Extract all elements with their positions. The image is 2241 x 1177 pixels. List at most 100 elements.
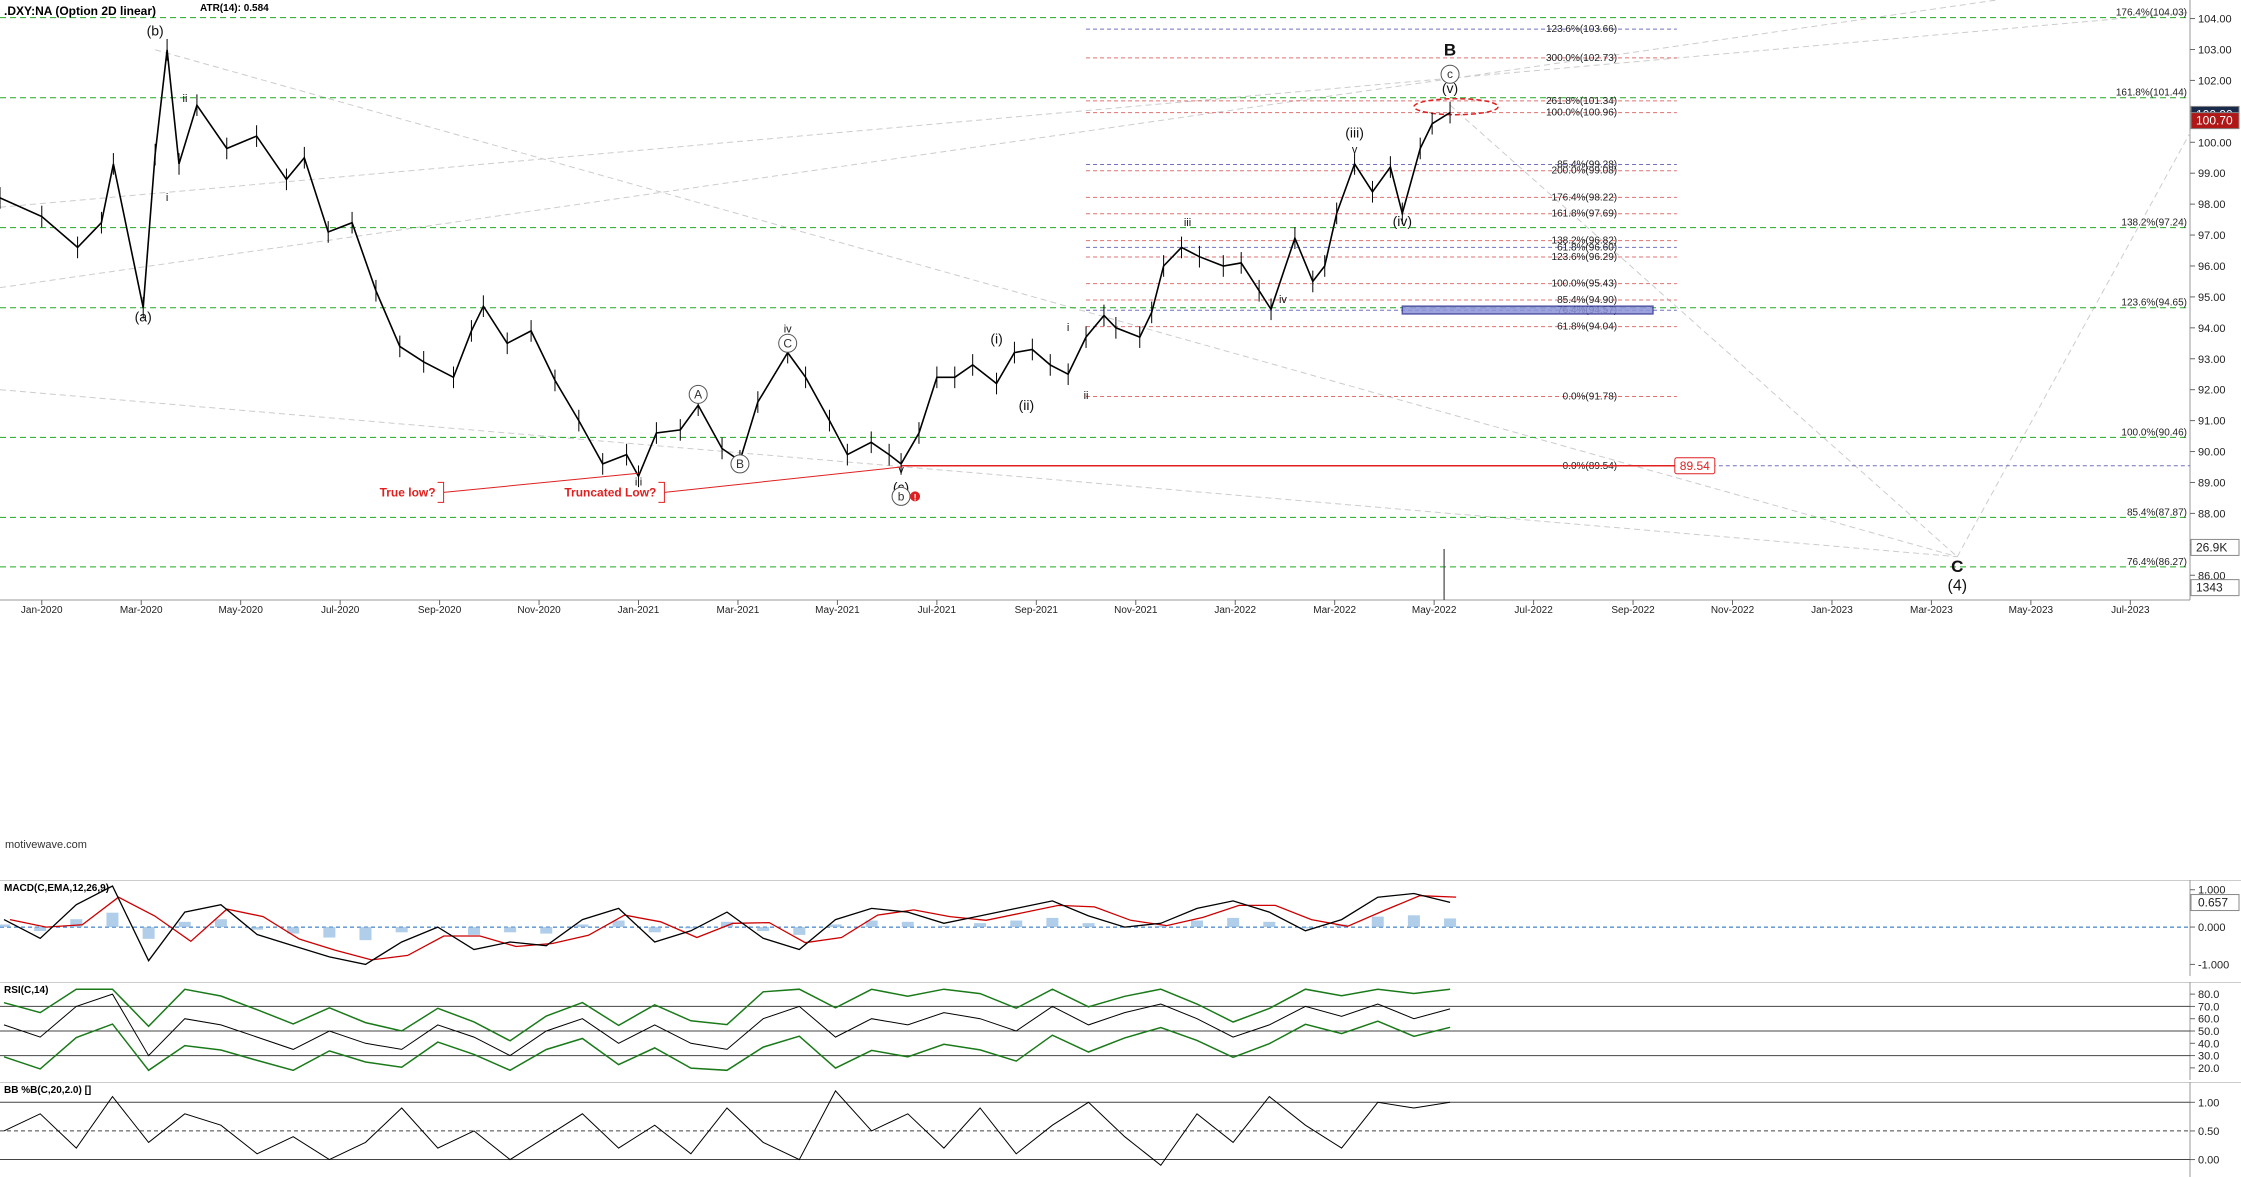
green-fib-label: 123.6%(94.65) (2121, 298, 2187, 309)
panel-bg (0, 1082, 2241, 1177)
atr-readout: ATR(14): 0.584 (200, 3, 269, 14)
fib-label: 123.6%(96.29) (1552, 252, 1618, 263)
macd-histogram-bar (1154, 925, 1167, 928)
macd-histogram-bar (974, 923, 987, 928)
bb-title: BB %B(C,20,2.0) [] (4, 1085, 92, 1096)
macd-histogram-bar (1046, 917, 1059, 928)
y-tick-label: 103.00 (2198, 44, 2232, 56)
y-tick-label: 40.0 (2198, 1038, 2219, 1050)
wave-label: (ii) (1019, 397, 1035, 413)
fib-label: 85.4%(99.28) (1557, 160, 1617, 171)
price-badge: 89.54 (1680, 459, 1710, 473)
price-badge-box (1674, 457, 1716, 475)
macd-histogram-bar (70, 919, 83, 928)
macd-signal-line (9, 895, 1457, 961)
fib-label: 123.6%(103.66) (1546, 24, 1617, 35)
wave-circle-label: B (736, 457, 744, 471)
alert-dot (910, 491, 921, 502)
panel-bg (0, 880, 2241, 976)
bb-percent-line (3, 1090, 1451, 1167)
price-badge: 1343 (2196, 581, 2223, 595)
green-fib-label: 161.8%(101.44) (2116, 88, 2187, 99)
y-tick-label: 102.00 (2198, 75, 2232, 87)
x-tick-label: Jul-2022 (1514, 605, 1553, 615)
macd-histogram-bar (1227, 917, 1240, 928)
bb-chart[interactable]: 1.00 0.50 0.00 (0, 1082, 2241, 1177)
wave-label: iv (784, 323, 792, 335)
macd-histogram-bar (1444, 918, 1457, 928)
macd-histogram-bar (1010, 920, 1023, 928)
macd-histogram-bar (1190, 920, 1203, 928)
x-tick-label: Mar-2020 (120, 605, 163, 615)
fib-label: 176.4%(98.22) (1552, 192, 1618, 203)
macd-histogram-bar (901, 921, 914, 928)
annotation-bracket (658, 481, 665, 503)
macd-histogram-bar (395, 927, 408, 933)
x-tick-label: Nov-2021 (1114, 605, 1158, 615)
symbol-title: .DXY:NA (Option 2D linear) (4, 4, 157, 18)
price-panel[interactable]: 104.00103.00102.00101.00100.0099.0098.00… (0, 0, 2241, 615)
wave-label: v (898, 464, 904, 476)
x-tick-label: Jul-2020 (321, 605, 360, 615)
y-tick-label: 90.00 (2198, 447, 2226, 459)
rsi-title: RSI(C,14) (4, 985, 49, 996)
macd-title: MACD(C,EMA,12,26,9) (4, 883, 110, 894)
macd-chart[interactable]: 1.000 0.000 -1.000 0.657 (0, 880, 2241, 976)
macd-histogram-bar (34, 927, 47, 931)
fib-label: 0.0%(91.78) (1563, 391, 1617, 402)
macd-panel[interactable]: 1.000 0.000 -1.000 0.657 MACD(C,EMA,12,26,9… (0, 880, 2241, 976)
y-tick-label: 104.00 (2198, 14, 2232, 26)
wave-label: C (1951, 557, 1963, 576)
rsi-panel[interactable]: 80.0 70.0 60.0 50.0 40.0 30.0 20.0 RSI(C,14) (0, 982, 2241, 1080)
wave-label: v (1352, 144, 1358, 156)
trend-line-a (0, 11, 2191, 208)
bb-panel[interactable]: 1.00 0.50 0.00 BB %B(C,20,2.0) [] (0, 1082, 2241, 1177)
x-tick-label: Jul-2021 (918, 605, 957, 615)
y-tick-label: 0.50 (2198, 1126, 2219, 1138)
green-fib-label: 138.2%(97.24) (2121, 218, 2187, 229)
macd-histogram-bar (1082, 923, 1095, 928)
trend-line-d (0, 389, 1958, 558)
y-tick-label: 94.00 (2198, 323, 2226, 335)
wave-label: (iv) (1393, 213, 1412, 229)
y-tick-label: 30.0 (2198, 1051, 2219, 1063)
wave-label: iii (635, 477, 642, 489)
price-badge-box (2190, 112, 2240, 130)
y-tick-label: 89.00 (2198, 477, 2226, 489)
rsi-chart[interactable]: 80.070.060.050.040.030.020.0 (0, 982, 2241, 1080)
x-tick-label: May-2022 (1412, 605, 1457, 615)
price-chart[interactable]: 104.00103.00102.00101.00100.0099.0098.00… (0, 0, 2241, 615)
wave-label: (b) (147, 23, 164, 39)
annotation-text: Truncated Low? (564, 485, 656, 499)
price-badge-box (2190, 579, 2240, 597)
wave-circle-label: A (694, 387, 702, 401)
x-tick-label: Nov-2022 (1711, 605, 1755, 615)
fib-label: 100.0%(100.96) (1546, 108, 1617, 119)
macd-histogram-bar (251, 927, 264, 930)
y-tick-label: 60.0 (2198, 1014, 2219, 1026)
y-tick-label: 92.00 (2198, 385, 2226, 397)
macd-histogram-bar (829, 924, 842, 928)
y-tick-label: 99.00 (2198, 168, 2226, 180)
rsi-lower-band (3, 1020, 1451, 1072)
wave-label: i (166, 192, 168, 204)
price-badge: 26.9K (2196, 540, 2227, 554)
wave-label: (i) (990, 330, 1002, 346)
y-tick-label: 97.00 (2198, 230, 2226, 242)
trend-line-c (155, 49, 1958, 558)
x-tick-label: Jan-2023 (1811, 605, 1853, 615)
x-tick-label: May-2023 (2009, 605, 2054, 615)
macd-histogram-bar (612, 920, 625, 928)
rsi-line (3, 993, 1451, 1057)
watermark: motivewave.com (5, 839, 87, 851)
target-ellipse (1413, 97, 1499, 116)
y-tick-label: 100.00 (2198, 137, 2232, 149)
x-tick-label: May-2021 (815, 605, 860, 615)
annotation-leader (664, 466, 902, 493)
y-tick-label: 80.0 (2198, 989, 2219, 1001)
annotation-text: True low? (380, 485, 436, 499)
x-tick-label: Mar-2023 (1910, 605, 1953, 615)
x-tick-label: Jan-2020 (21, 605, 63, 615)
y-tick-label: 91.00 (2198, 416, 2226, 428)
macd-histogram-bar (106, 912, 119, 928)
